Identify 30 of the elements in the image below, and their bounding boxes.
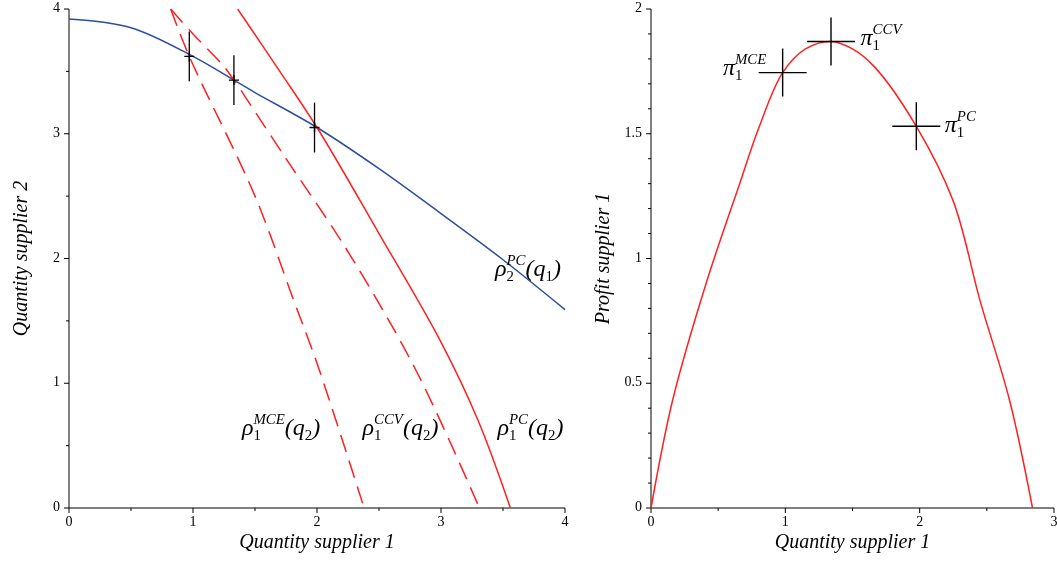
series-label: ρ$_{1}$$^{PC}$(q$_{2}$) (496, 411, 564, 444)
y-axis-title: Profit supplier 1 (591, 192, 614, 326)
y-axis-title: Quantity supplier 2 (9, 180, 32, 337)
x-tick-label: 2 (313, 514, 321, 529)
x-axis-title: Quantity supplier 1 (239, 530, 395, 553)
point (228, 75, 239, 86)
y-tick-label: 1.5 (624, 124, 642, 140)
y-tick-label: 2 (53, 249, 60, 265)
y-tick-label: 1 (53, 374, 60, 390)
point (807, 17, 856, 66)
y-tick-label: 3 (53, 124, 60, 140)
x-tick-label: 2 (916, 514, 924, 529)
series-label: ρ$_{2}$$^{PC}$(q$_{1}$) (494, 252, 561, 285)
y-tick-label: 4 (53, 0, 60, 16)
y-tick-label: 0.5 (624, 374, 642, 390)
x-tick-label: 0 (647, 514, 655, 529)
x-tick-label: 1 (781, 514, 789, 529)
x-tick-label: 0 (65, 514, 73, 529)
series-label: ρ$_{1}$$^{CCV}$(q$_{2}$) (361, 411, 439, 444)
x-tick-label: 4 (561, 514, 569, 529)
y-tick-label: 1 (635, 249, 642, 265)
x-tick-label: 3 (437, 514, 445, 529)
x-axis-title: Quantity supplier 1 (774, 530, 931, 553)
x-tick-label: 1 (189, 514, 197, 529)
y-tick-label: 0 (53, 499, 60, 515)
line-series (68, 18, 566, 311)
y-tick-label: 0 (635, 499, 642, 515)
series-label: ρ$_{1}$$^{MCE}$(q$_{2}$) (240, 411, 321, 444)
x-tick-label: 3 (1050, 514, 1057, 529)
y-tick-label: 2 (635, 0, 642, 16)
